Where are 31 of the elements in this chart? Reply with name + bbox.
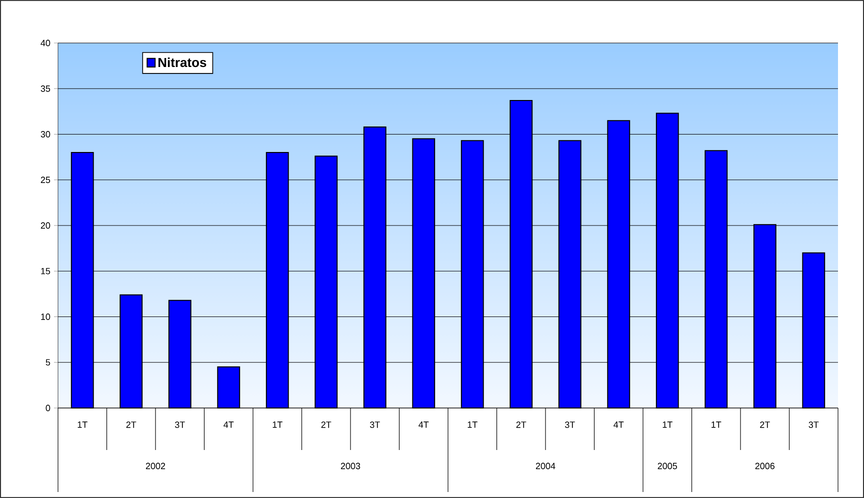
x-tick-label: 3T	[564, 422, 575, 428]
y-tick-label: 0	[46, 404, 50, 412]
x-tick-label: 1T	[272, 422, 282, 428]
x-tick-label: 3T	[174, 422, 185, 428]
x-tick-label: 4T	[418, 422, 429, 428]
x-tick-label: 3T	[370, 422, 380, 428]
y-tick-label: 20	[40, 222, 50, 229]
x-tick-label: 2T	[760, 422, 770, 428]
x-tick-label: 1T	[712, 422, 722, 428]
x-tick-label: 2T	[516, 422, 526, 428]
legend-label: Nitratos	[158, 58, 206, 68]
x-tick-label: 1T	[78, 422, 88, 428]
text: 2006	[755, 462, 774, 470]
text: 2002	[146, 462, 166, 470]
text: 2003	[340, 462, 360, 470]
x-tick-label: 1T	[468, 422, 478, 428]
x-tick-label: 1T	[662, 422, 672, 428]
x-tick-label: 2T	[126, 422, 136, 428]
x-tick-label: 2T	[321, 422, 332, 428]
x-tick-label: 4T	[614, 422, 624, 428]
text: 2005	[658, 462, 678, 470]
y-tick-label: 15	[41, 268, 50, 274]
y-tick-label: 25	[40, 176, 50, 184]
y-tick-label: 35	[40, 85, 50, 92]
y-tick-label: 10	[41, 314, 50, 320]
x-tick-label: 3T	[808, 422, 819, 428]
y-tick-label: 40	[40, 40, 50, 46]
y-tick-label: 5	[46, 359, 50, 366]
y-tick-label: 30	[40, 131, 50, 138]
text: 2004	[536, 462, 556, 470]
x-tick-label: 4T	[224, 422, 234, 428]
